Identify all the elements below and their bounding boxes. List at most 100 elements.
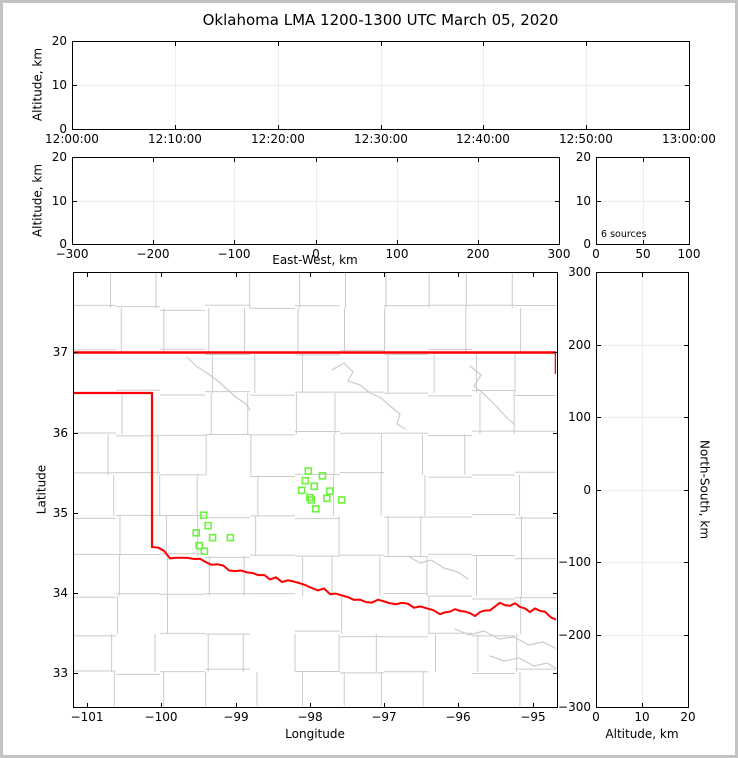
tick-mark (72, 42, 73, 46)
axis-label-latitude: Latitude (34, 464, 49, 515)
tick-mark (597, 635, 601, 636)
tick-mark (684, 490, 688, 491)
y-tick-label: 100 (568, 410, 591, 424)
x-tick-label: −300 (55, 247, 89, 261)
tick-mark (596, 158, 597, 162)
y-tick-label: 36 (52, 426, 68, 440)
lma-station-marker (323, 494, 331, 503)
x-tick-label: 12:10:00 (148, 132, 202, 146)
lma-station-marker (301, 476, 310, 485)
river-line (331, 362, 406, 430)
tick-mark (684, 417, 688, 418)
axis-label-longitude: Longitude (285, 727, 345, 741)
axis-label-altitude-bottom: Altitude, km (605, 727, 679, 741)
x-tick-label: −101 (70, 710, 104, 724)
x-tick-label: 200 (466, 247, 490, 261)
lma-station-marker (304, 467, 313, 475)
x-tick-label: −100 (217, 247, 251, 261)
grid-line (316, 158, 317, 243)
tick-mark (74, 352, 78, 353)
x-tick-label: −95 (520, 710, 546, 724)
lma-station-marker (297, 486, 306, 495)
x-tick-label: 12:00:00 (45, 132, 99, 146)
tick-mark (74, 593, 78, 594)
tick-mark (533, 703, 534, 707)
tick-mark (597, 201, 601, 202)
lma-station-marker (192, 529, 201, 537)
lma-station-marker (195, 541, 203, 550)
x-tick-label: 12:40:00 (456, 132, 510, 146)
time-altitude-panel (72, 41, 690, 130)
grid-line (597, 562, 687, 563)
axis-label-east-west: East-West, km (272, 253, 358, 267)
x-tick-label: −96 (445, 710, 471, 724)
tick-mark (87, 703, 88, 707)
plan-view-map-panel (73, 272, 558, 708)
tick-mark (684, 635, 688, 636)
tick-mark (597, 562, 601, 563)
tick-mark (316, 158, 317, 162)
tick-mark (559, 240, 560, 244)
lma-station-marker (199, 511, 208, 519)
northsouth-altitude-panel (596, 272, 689, 708)
lma-station-marker (326, 487, 334, 495)
tick-mark (316, 240, 317, 244)
tick-mark (175, 125, 176, 129)
state-border-red-river (151, 546, 556, 621)
x-tick-label: 300 (547, 247, 571, 261)
tick-mark (381, 42, 382, 46)
tick-mark (73, 41, 77, 42)
y-tick-label: 35 (52, 506, 68, 520)
axis-label-north-south: North-South, km (697, 439, 712, 540)
tick-mark (74, 513, 78, 514)
y-tick-label: 20 (51, 150, 67, 164)
tick-mark (586, 125, 587, 129)
x-tick-label: 100 (677, 247, 701, 261)
grid-line (73, 201, 558, 202)
grid-line (478, 158, 479, 243)
tick-mark (597, 490, 601, 491)
tick-mark (685, 85, 689, 86)
x-tick-label: 0 (592, 247, 600, 261)
tick-mark (234, 240, 235, 244)
y-tick-label: 33 (52, 666, 68, 680)
tick-mark (555, 244, 559, 245)
tick-mark (596, 273, 597, 277)
grid-line (73, 85, 688, 86)
x-tick-label: 100 (385, 247, 409, 261)
tick-mark (161, 703, 162, 707)
tick-mark (234, 158, 235, 162)
tick-mark (685, 41, 689, 42)
x-tick-label: −97 (371, 710, 397, 724)
y-tick-label: 20 (575, 150, 591, 164)
x-tick-label: −100 (144, 710, 178, 724)
lma-station-marker (311, 504, 320, 513)
tick-mark (685, 157, 689, 158)
river-line (489, 655, 556, 670)
river-line (469, 365, 515, 425)
grid-line (642, 273, 643, 706)
tick-mark (553, 593, 557, 594)
tick-mark (74, 433, 78, 434)
tick-mark (74, 673, 78, 674)
tick-mark (478, 240, 479, 244)
tick-mark (553, 513, 557, 514)
y-tick-label: 10 (575, 194, 591, 208)
tick-mark (688, 703, 689, 707)
altitude-histogram-panel (596, 157, 690, 245)
x-tick-label: 0 (312, 247, 320, 261)
tick-mark (310, 273, 311, 277)
tick-mark (643, 240, 644, 244)
y-tick-label: 200 (568, 338, 591, 352)
eastwest-altitude-panel (72, 157, 560, 245)
tick-mark (688, 273, 689, 277)
y-tick-label: −200 (558, 628, 591, 642)
tick-mark (73, 201, 77, 202)
tick-mark (278, 42, 279, 46)
tick-mark (597, 272, 601, 273)
tick-mark (72, 240, 73, 244)
grid-line (597, 635, 687, 636)
tick-mark (684, 272, 688, 273)
x-tick-label: 20 (680, 710, 696, 724)
